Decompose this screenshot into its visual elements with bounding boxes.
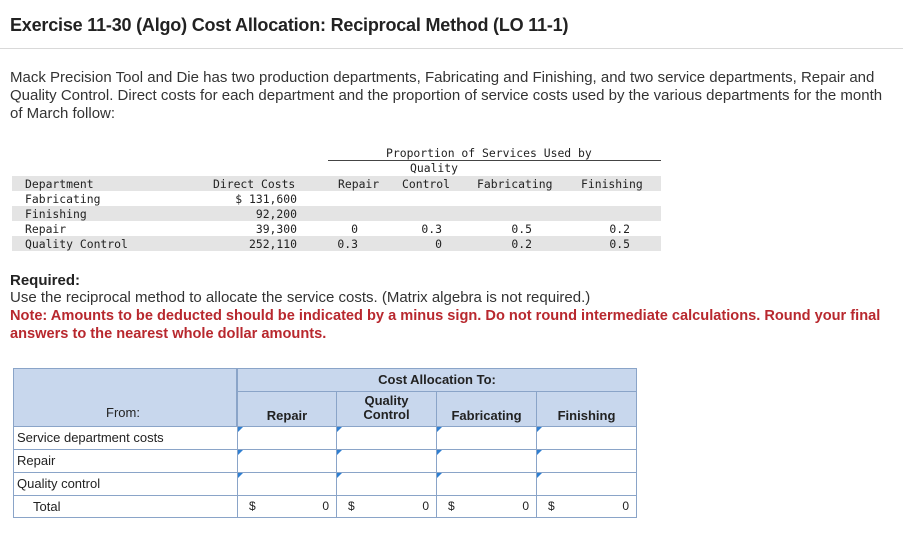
input-repair-fabricating[interactable]: [436, 449, 537, 473]
row-direct-costs: $ 131,600: [235, 192, 297, 206]
currency-symbol: $: [448, 499, 455, 513]
row-direct-costs: 92,200: [255, 207, 297, 221]
input-repair-quality[interactable]: [336, 449, 437, 473]
currency-symbol: $: [548, 499, 555, 513]
row-direct-costs: 39,300: [255, 222, 297, 236]
header-quality-line2: Control: [402, 177, 451, 191]
proportion-group-header: Proportion of Services Used by: [386, 146, 592, 160]
row-band: [12, 236, 661, 251]
from-header: From:: [106, 405, 140, 420]
problem-intro: Mack Precision Tool and Die has two prod…: [10, 69, 883, 122]
row-repair: 0: [351, 222, 358, 236]
header-department: Department: [25, 177, 94, 191]
row-quality: 0: [435, 237, 442, 251]
row-fabricating: 0.2: [511, 237, 532, 251]
page-title: Exercise 11-30 (Algo) Cost Allocation: R…: [10, 15, 569, 35]
total-finishing: 0: [622, 499, 629, 513]
input-repair-finishing[interactable]: [536, 449, 637, 473]
row-label-quality-control: Quality control: [17, 476, 101, 491]
total-quality: 0: [422, 499, 429, 513]
row-finishing: 0.2: [609, 222, 630, 236]
input-quality-fabricating[interactable]: [436, 472, 537, 496]
input-service-repair[interactable]: [237, 426, 337, 450]
header-repair: Repair: [338, 177, 380, 191]
col-header-fabricating: Fabricating: [451, 408, 522, 423]
row-repair: 0.3: [337, 237, 358, 251]
row-department: Finishing: [25, 207, 87, 221]
input-service-quality[interactable]: [336, 426, 437, 450]
row-label-service-costs: Service department costs: [17, 430, 164, 445]
input-service-finishing[interactable]: [536, 426, 637, 450]
col-header-quality-line1: Quality: [364, 393, 409, 408]
currency-symbol: $: [249, 499, 256, 513]
required-title: Required:: [10, 272, 81, 289]
header-direct-costs: Direct Costs: [213, 177, 296, 191]
required-text: Use the reciprocal method to allocate th…: [10, 289, 591, 306]
currency-symbol: $: [348, 499, 355, 513]
total-cell-finishing: [536, 495, 637, 518]
input-repair-repair[interactable]: [237, 449, 337, 473]
col-header-finishing: Finishing: [557, 408, 616, 423]
row-label-cell: [13, 472, 238, 496]
header-band: [12, 176, 661, 191]
input-quality-quality[interactable]: [336, 472, 437, 496]
row-label-cell: [13, 426, 238, 450]
col-header-repair: Repair: [266, 408, 308, 423]
col-header-quality-line2: Control: [363, 407, 410, 422]
input-quality-finishing[interactable]: [536, 472, 637, 496]
row-direct-costs: 252,110: [248, 237, 297, 251]
finishing-header-cell: [536, 391, 637, 427]
title-divider: [0, 48, 903, 49]
header-finishing: Finishing: [581, 177, 643, 191]
rounding-note: Note: Amounts to be deducted should be i…: [10, 308, 881, 342]
header-fabricating: Fabricating: [477, 177, 553, 191]
row-label-repair: Repair: [17, 453, 56, 468]
group-header-underline: [328, 160, 661, 161]
header-quality-line1: Quality: [410, 161, 459, 175]
row-department: Fabricating: [25, 192, 101, 206]
row-department: Repair: [25, 222, 67, 236]
cost-allocation-table: Cost Allocation To: From: Repair Quality…: [13, 368, 637, 518]
row-finishing: 0.5: [609, 237, 630, 251]
row-department: Quality Control: [25, 237, 128, 251]
row-fabricating: 0.5: [511, 222, 532, 236]
cost-allocation-header: Cost Allocation To:: [378, 372, 496, 387]
total-repair: 0: [322, 499, 329, 513]
given-data-table: Proportion of Services Used by Quality D…: [12, 144, 661, 254]
input-quality-repair[interactable]: [237, 472, 337, 496]
row-band: [12, 206, 661, 221]
total-fabricating: 0: [522, 499, 529, 513]
input-service-fabricating[interactable]: [436, 426, 537, 450]
row-label-total: Total: [33, 499, 61, 514]
row-quality: 0.3: [421, 222, 442, 236]
